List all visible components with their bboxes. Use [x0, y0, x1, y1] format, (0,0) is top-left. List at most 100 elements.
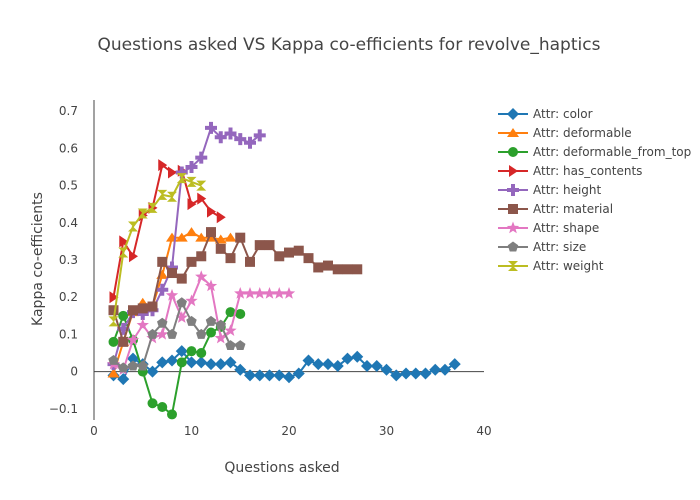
data-point	[224, 232, 237, 242]
data-point	[234, 363, 247, 376]
legend-label: Attr: material	[533, 202, 613, 216]
data-point	[146, 365, 159, 378]
data-point	[439, 363, 451, 376]
data-point	[253, 286, 266, 299]
data-point	[400, 367, 412, 380]
data-point	[216, 211, 226, 224]
data-point	[234, 286, 247, 299]
x-tick-label: 40	[476, 424, 491, 438]
series-attr-weight	[108, 173, 207, 327]
legend-marker	[508, 147, 518, 157]
data-point	[119, 235, 129, 248]
legend-marker	[507, 184, 519, 196]
data-point	[137, 208, 148, 219]
data-point	[166, 354, 178, 367]
legend-marker	[507, 241, 519, 252]
data-point	[263, 286, 276, 299]
data-point	[156, 356, 169, 369]
y-tick-label: 0.7	[59, 104, 78, 118]
legend-marker	[508, 204, 518, 214]
data-point	[409, 367, 422, 380]
data-point	[342, 264, 353, 275]
legend-item[interactable]: Attr: height	[498, 183, 602, 197]
legend-marker	[506, 221, 520, 234]
data-point	[263, 369, 276, 382]
data-point	[341, 352, 354, 365]
data-point	[147, 202, 158, 213]
data-point	[195, 270, 208, 282]
series-layer	[107, 121, 461, 420]
data-point	[158, 159, 168, 172]
y-tick-label: 0.2	[59, 290, 78, 304]
legend-item[interactable]: Attr: has_contents	[498, 164, 642, 178]
x-tick-label: 30	[379, 424, 394, 438]
legend-item[interactable]: Attr: color	[498, 107, 593, 121]
data-point	[313, 262, 324, 273]
y-tick-label: 0	[70, 365, 78, 379]
data-point	[196, 180, 207, 191]
legend-label: Attr: deformable_from_top	[533, 145, 691, 159]
data-point	[185, 356, 198, 369]
data-point	[292, 367, 305, 380]
data-point	[253, 369, 266, 382]
data-point	[235, 232, 246, 243]
data-point	[196, 251, 207, 262]
legend-item[interactable]: Attr: deformable	[498, 126, 632, 140]
data-point	[128, 221, 138, 232]
data-point	[214, 358, 227, 371]
data-point	[214, 234, 227, 244]
legend-label: Attr: shape	[533, 221, 599, 235]
data-point	[224, 127, 237, 140]
data-point	[166, 261, 178, 274]
data-point	[206, 227, 216, 238]
data-point	[157, 317, 168, 328]
axes: 0 10 20 30 40 −0.1 0 0.1 0.2 0.3 0.4 0.5 0.6 0.7	[49, 100, 492, 438]
data-point	[108, 305, 119, 316]
data-point	[147, 301, 158, 312]
legend-item[interactable]: Attr: shape	[498, 221, 599, 235]
data-point	[127, 360, 139, 371]
y-tick-label: 0.5	[59, 179, 78, 193]
legend-item[interactable]: Attr: weight	[498, 259, 604, 273]
data-point	[108, 354, 119, 365]
legend-item[interactable]: Attr: material	[498, 202, 613, 216]
data-point	[361, 360, 373, 373]
legend-label: Attr: color	[533, 107, 593, 121]
y-tick-label: 0.1	[59, 327, 78, 341]
legend-item[interactable]: Attr: deformable_from_top	[498, 145, 691, 159]
data-point	[235, 308, 246, 319]
data-point	[109, 291, 119, 304]
x-tick-label: 0	[90, 424, 98, 438]
data-point	[331, 360, 344, 373]
data-point	[175, 166, 188, 179]
legend-item[interactable]: Attr: size	[498, 240, 586, 254]
data-point	[215, 319, 226, 330]
data-point	[303, 253, 314, 264]
y-tick-label: 0.4	[59, 216, 78, 230]
x-tick-label: 20	[281, 424, 296, 438]
data-point	[156, 327, 169, 340]
data-point	[224, 356, 237, 369]
data-point	[165, 288, 179, 301]
data-point	[234, 133, 247, 146]
data-point	[196, 328, 207, 339]
x-axis-title: Questions asked	[224, 460, 339, 476]
data-point	[157, 401, 168, 412]
data-point	[302, 354, 315, 367]
data-point	[108, 336, 119, 347]
data-point	[254, 240, 265, 251]
data-point	[176, 273, 187, 284]
data-point	[225, 253, 236, 264]
legend[interactable]: Attr: color Attr: deformable Attr: deforma…	[498, 107, 691, 273]
data-point	[282, 286, 296, 299]
y-tick-label: 0.6	[59, 141, 78, 155]
data-point	[215, 243, 226, 254]
data-point	[147, 398, 158, 409]
data-point	[185, 227, 198, 237]
data-point	[118, 310, 129, 321]
data-point	[352, 264, 363, 275]
data-point	[429, 363, 442, 376]
series-attr-size	[108, 297, 246, 373]
data-point	[176, 173, 187, 184]
series-attr-color	[107, 345, 461, 386]
